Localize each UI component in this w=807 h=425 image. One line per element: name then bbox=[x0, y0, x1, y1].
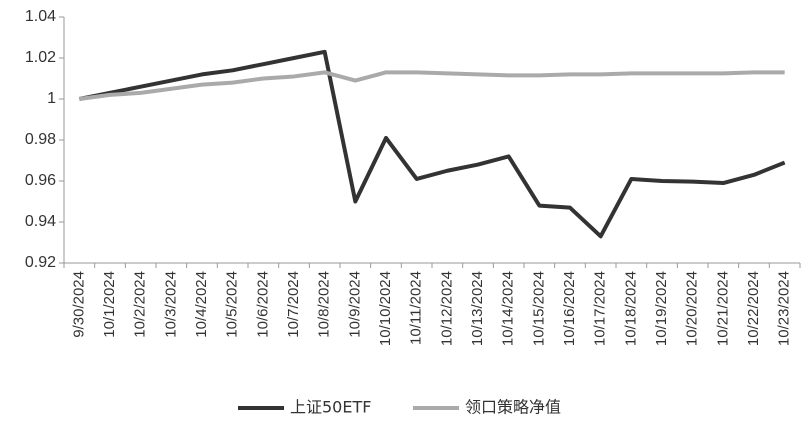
x-tick-label: 10/10/2024 bbox=[377, 271, 394, 346]
x-tick-label: 10/9/2024 bbox=[346, 271, 363, 338]
x-tick-label: 10/4/2024 bbox=[193, 271, 210, 338]
x-tick-label: 10/15/2024 bbox=[530, 271, 547, 346]
x-tick-label: 10/2/2024 bbox=[132, 271, 149, 338]
y-tick-label: 0.94 bbox=[25, 213, 56, 230]
x-tick-label: 10/21/2024 bbox=[714, 271, 731, 346]
series-line bbox=[78, 49, 786, 239]
x-tick-label: 10/19/2024 bbox=[653, 271, 670, 346]
x-tick-label: 10/20/2024 bbox=[684, 271, 701, 346]
x-tick-label: 10/1/2024 bbox=[101, 271, 118, 338]
x-tick-label: 10/13/2024 bbox=[469, 271, 486, 346]
x-tick-label: 10/23/2024 bbox=[776, 271, 793, 346]
x-tick-label: 9/30/2024 bbox=[70, 271, 87, 338]
y-tick-label: 1 bbox=[47, 90, 56, 107]
x-tick-label: 10/16/2024 bbox=[561, 271, 578, 346]
x-tick-label: 10/7/2024 bbox=[285, 271, 302, 338]
x-tick-label: 10/8/2024 bbox=[316, 271, 333, 338]
y-tick-label: 0.92 bbox=[25, 254, 56, 271]
x-tick-label: 10/6/2024 bbox=[254, 271, 271, 338]
y-tick-label: 0.98 bbox=[25, 131, 56, 148]
x-tick-label: 10/11/2024 bbox=[408, 271, 425, 345]
series-line bbox=[79, 70, 785, 101]
y-tick-label: 1.04 bbox=[25, 8, 56, 25]
y-tick-label: 0.96 bbox=[25, 172, 56, 189]
x-tick-label: 10/3/2024 bbox=[162, 271, 179, 338]
x-tick-label: 10/5/2024 bbox=[224, 271, 241, 338]
x-tick-label: 10/18/2024 bbox=[622, 271, 639, 346]
x-tick-label: 10/17/2024 bbox=[592, 271, 609, 346]
legend-label: 领口策略净值 bbox=[465, 398, 561, 417]
x-tick-label: 10/14/2024 bbox=[500, 271, 517, 346]
legend-label: 上证50ETF bbox=[290, 398, 371, 417]
x-tick-label: 10/12/2024 bbox=[438, 271, 455, 346]
y-tick-label: 1.02 bbox=[25, 49, 56, 66]
x-tick-label: 10/22/2024 bbox=[745, 271, 762, 346]
